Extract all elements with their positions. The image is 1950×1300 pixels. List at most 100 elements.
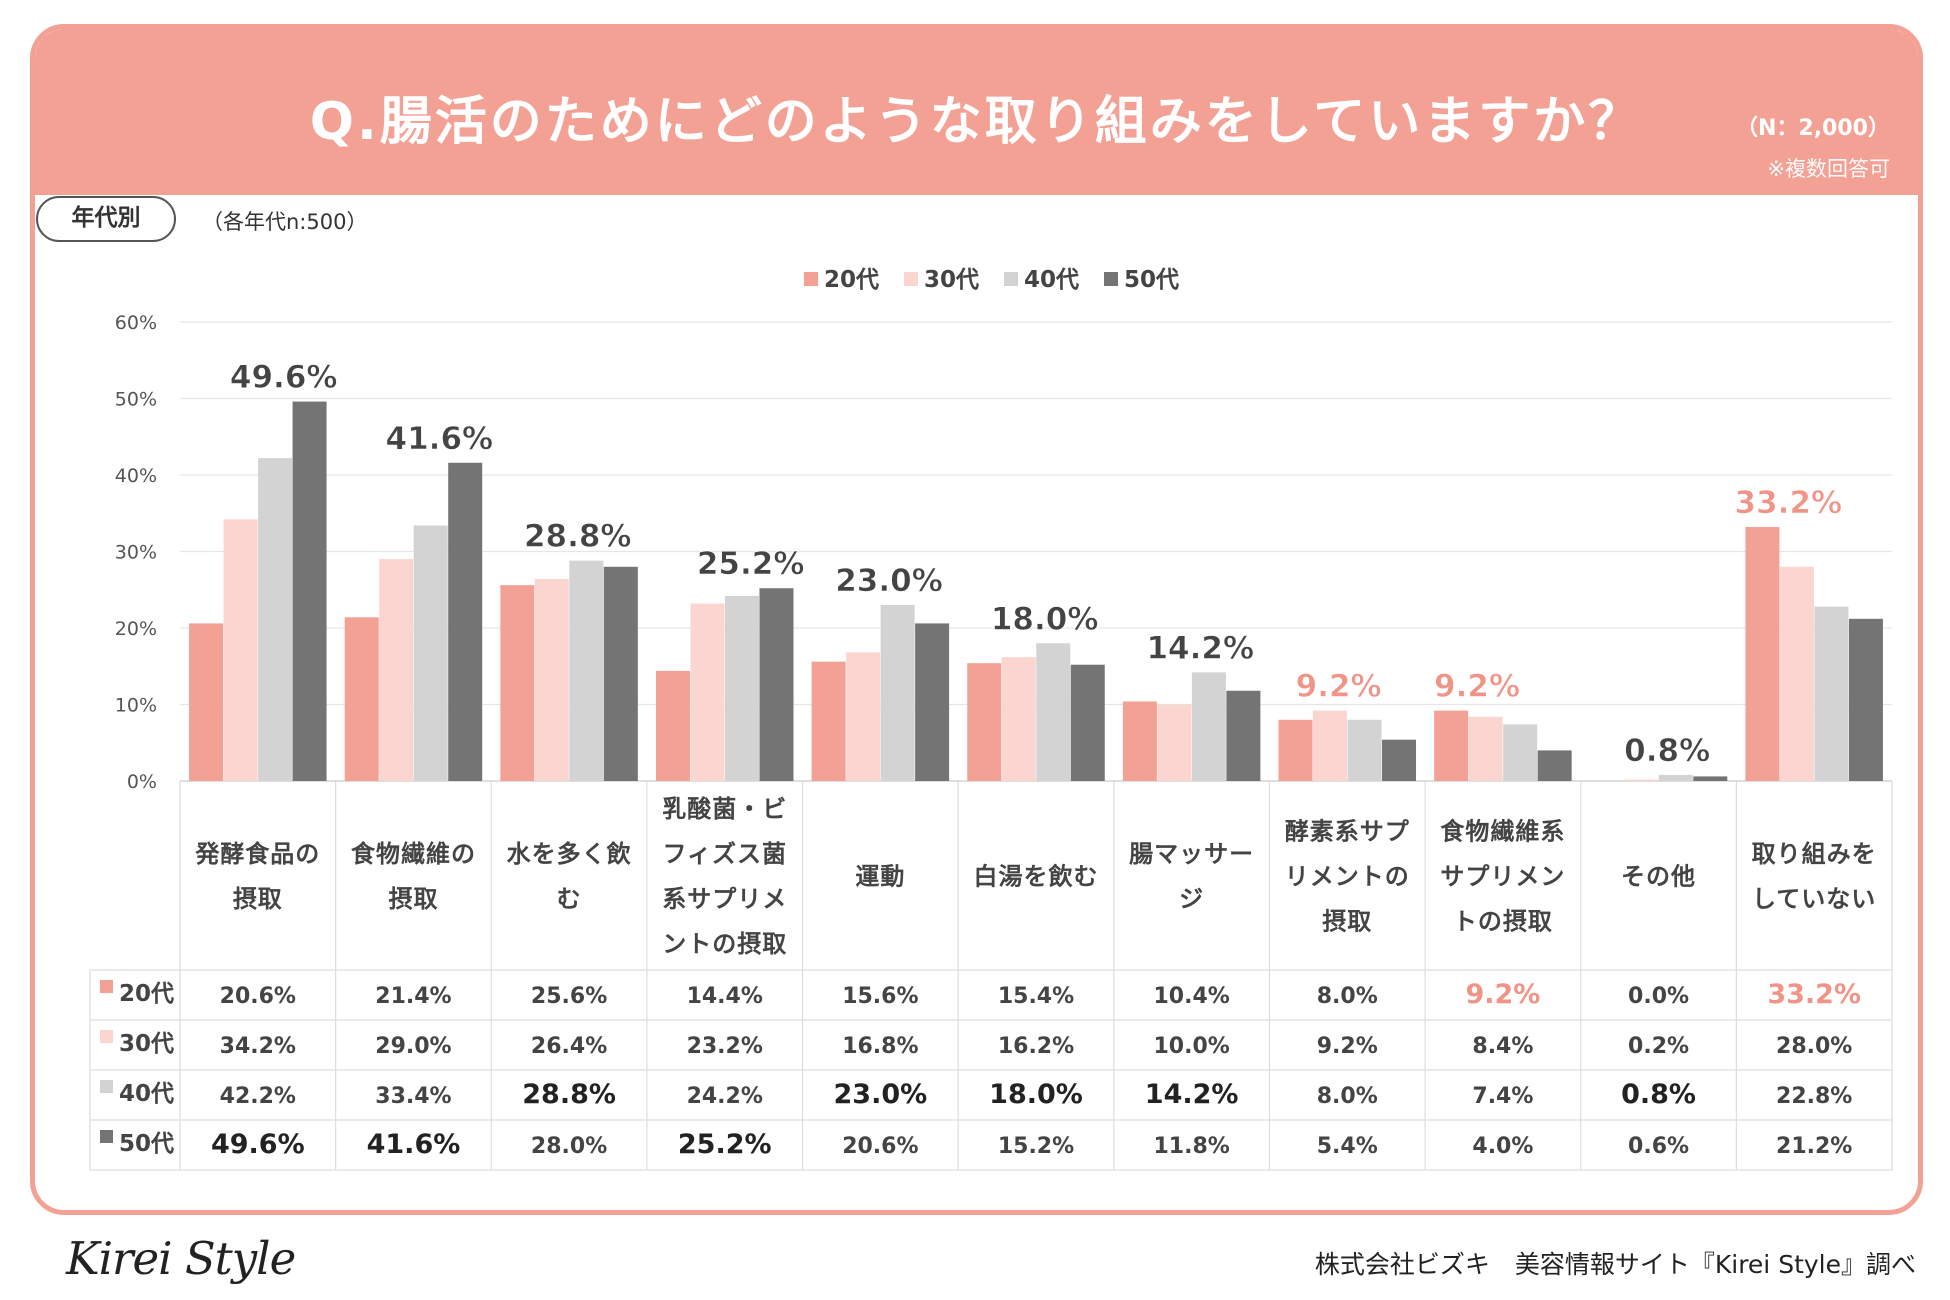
bar-40代	[724, 595, 759, 781]
bar-50代	[603, 566, 638, 781]
table-cell: 25.2%	[678, 1129, 772, 1160]
table-cell: 0.6%	[1628, 1134, 1689, 1159]
bar-50代	[292, 401, 327, 781]
category-label: 発酵食品の	[194, 840, 320, 868]
table-cell: 15.4%	[998, 984, 1074, 1009]
data-label: 14.2%	[1146, 630, 1254, 666]
y-tick-label: 10%	[115, 695, 157, 717]
data-label: 0.8%	[1624, 733, 1710, 769]
table-cell: 4.0%	[1472, 1134, 1533, 1159]
bar-30代	[846, 652, 881, 781]
row-label-20代: 20代	[119, 981, 174, 1007]
bar-40代	[1503, 724, 1538, 781]
data-label: 18.0%	[991, 601, 1099, 637]
legend-swatch-20代	[804, 272, 818, 286]
category-label: 取り組みを	[1752, 840, 1877, 868]
bar-30代	[1313, 710, 1348, 781]
table-cell: 9.2%	[1317, 1034, 1378, 1059]
bar-40代	[1036, 643, 1071, 781]
bar-20代	[1122, 701, 1157, 781]
table-cell: 8.4%	[1472, 1034, 1533, 1059]
table-cell: 29.0%	[375, 1034, 451, 1059]
bar-40代	[413, 525, 448, 781]
table-cell: 15.6%	[842, 984, 918, 1009]
bar-50代	[1848, 618, 1883, 781]
table-cell: 28.0%	[1776, 1034, 1852, 1059]
table-cell: 10.4%	[1153, 984, 1229, 1009]
bar-30代	[1779, 566, 1814, 781]
source-credit: 株式会社ビズキ 美容情報サイト『Kirei Style』調べ	[1314, 1250, 1916, 1279]
bar-50代	[448, 462, 483, 781]
table-cell: 0.8%	[1621, 1079, 1696, 1110]
table-cell: 34.2%	[220, 1034, 296, 1059]
bar-50代	[1537, 750, 1572, 781]
table-cell: 26.4%	[531, 1034, 607, 1059]
category-label: その他	[1621, 863, 1696, 891]
bar-30代	[1468, 716, 1503, 781]
legend-label-30代: 30代	[924, 267, 979, 293]
category-label: トの摂取	[1453, 908, 1553, 936]
bar-40代	[880, 605, 915, 781]
table-cell: 23.2%	[687, 1034, 763, 1059]
table-cell: 24.2%	[687, 1084, 763, 1109]
bar-40代	[258, 458, 293, 781]
category-label: サプリメン	[1440, 863, 1565, 891]
category-label: 摂取	[388, 885, 438, 913]
y-tick-label: 0%	[127, 771, 157, 793]
bar-20代	[655, 670, 690, 781]
table-cell: 8.0%	[1317, 1084, 1378, 1109]
category-label: 乳酸菌・ビ	[662, 795, 787, 823]
data-label: 9.2%	[1296, 669, 1382, 705]
bar-50代	[759, 588, 794, 781]
bar-20代	[344, 617, 379, 781]
category-label: 腸マッサー	[1129, 840, 1254, 868]
bar-20代	[1278, 719, 1313, 781]
category-label: 摂取	[233, 885, 283, 913]
bar-30代	[223, 519, 258, 781]
table-cell: 0.2%	[1628, 1034, 1689, 1059]
table-cell: 14.2%	[1145, 1079, 1239, 1110]
bar-40代	[1347, 719, 1382, 781]
legend-swatch-50代	[1104, 272, 1118, 286]
table-cell: 41.6%	[367, 1129, 461, 1160]
bar-50代	[1693, 776, 1728, 781]
y-tick-label: 20%	[115, 618, 157, 640]
table-cell: 14.4%	[687, 984, 763, 1009]
category-label: ントの摂取	[662, 930, 787, 958]
category-label: 運動	[855, 863, 905, 891]
bar-30代	[1157, 704, 1192, 781]
data-label: 25.2%	[697, 546, 805, 582]
table-cell: 28.0%	[531, 1134, 607, 1159]
table-cell: 23.0%	[834, 1079, 928, 1110]
table-cell: 42.2%	[220, 1084, 296, 1109]
category-label: む	[557, 885, 582, 913]
n-label: （N：2,000）	[1735, 116, 1890, 141]
chart-title: Q.腸活のためにどのような取り組みをしていますか？	[309, 92, 1644, 152]
table-cell: 10.0%	[1153, 1034, 1229, 1059]
multi-answer-note: ※複数回答可	[1767, 157, 1890, 181]
category-label: フィズス菌	[662, 840, 787, 868]
bar-40代	[1191, 672, 1226, 781]
category-label: 食物繊維系	[1440, 818, 1565, 846]
category-label: 白湯を飲む	[974, 863, 1099, 891]
data-label: 9.2%	[1434, 669, 1520, 705]
category-label: 水を多く飲	[507, 840, 632, 868]
bar-50代	[1382, 739, 1417, 781]
data-label: 28.8%	[524, 519, 632, 555]
bar-20代	[1434, 710, 1469, 781]
legend-label-50代: 50代	[1124, 267, 1179, 293]
category-label: していない	[1752, 885, 1876, 913]
bar-40代	[1814, 606, 1849, 781]
table-cell: 0.0%	[1628, 984, 1689, 1009]
table-cell: 25.6%	[531, 984, 607, 1009]
row-label-30代: 30代	[119, 1031, 174, 1057]
kirei-style-logo: Kirei Style	[66, 1232, 296, 1285]
table-cell: 49.6%	[211, 1129, 305, 1160]
table-cell: 7.4%	[1472, 1084, 1533, 1109]
bar-30代	[690, 603, 725, 781]
table-cell: 20.6%	[842, 1134, 918, 1159]
bar-50代	[1226, 690, 1261, 781]
category-label: 系サプリメ	[662, 885, 787, 913]
row-swatch-30代	[100, 1030, 113, 1043]
